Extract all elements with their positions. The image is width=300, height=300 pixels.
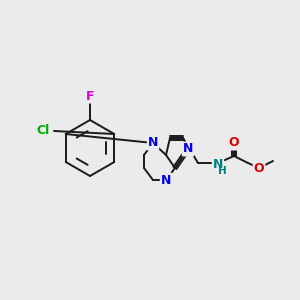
- Text: Cl: Cl: [36, 124, 50, 137]
- Text: H: H: [218, 166, 226, 176]
- Text: N: N: [161, 173, 171, 187]
- Text: N: N: [148, 136, 158, 149]
- Text: N: N: [213, 158, 223, 172]
- Text: O: O: [229, 136, 239, 149]
- Text: F: F: [86, 89, 94, 103]
- Text: N: N: [183, 142, 193, 155]
- Text: O: O: [254, 161, 264, 175]
